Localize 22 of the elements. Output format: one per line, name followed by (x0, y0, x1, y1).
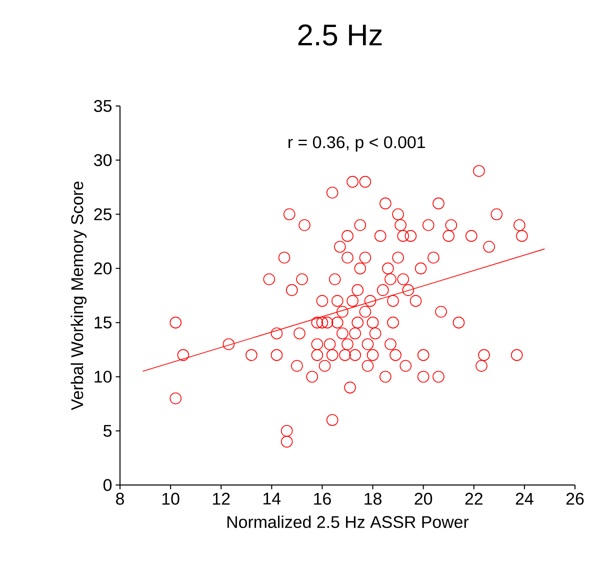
y-tick-label: 25 (94, 208, 112, 220)
x-tick-label: 18 (364, 492, 382, 505)
y-tick-label: 35 (94, 100, 112, 112)
y-axis-title: Verbal Working Memory Score (70, 182, 87, 410)
x-tick-label: 22 (465, 492, 482, 505)
x-tick-label: 16 (314, 492, 331, 505)
x-tick-label: 20 (414, 492, 432, 505)
x-tick-label: 12 (212, 492, 230, 505)
annotation: r = 0.36, p < 0.001 (288, 136, 425, 152)
y-tick-label: 15 (94, 316, 112, 328)
y-tick-label: 5 (103, 424, 112, 437)
x-tick-label: 26 (566, 492, 584, 505)
y-tick-label: 30 (94, 154, 112, 166)
x-tick-label: 10 (162, 492, 180, 505)
x-tick-label: 24 (516, 492, 534, 505)
x-tick-label: 8 (116, 492, 124, 505)
y-tick-label: 20 (94, 262, 112, 274)
x-tick-label: 14 (264, 492, 281, 504)
chart-title: 2.5 Hz (298, 24, 382, 46)
y-tick-label: 0 (103, 479, 112, 491)
y-tick-label: 10 (94, 370, 112, 383)
x-axis-title: Normalized 2.5 Hz ASSR Power (227, 516, 469, 528)
